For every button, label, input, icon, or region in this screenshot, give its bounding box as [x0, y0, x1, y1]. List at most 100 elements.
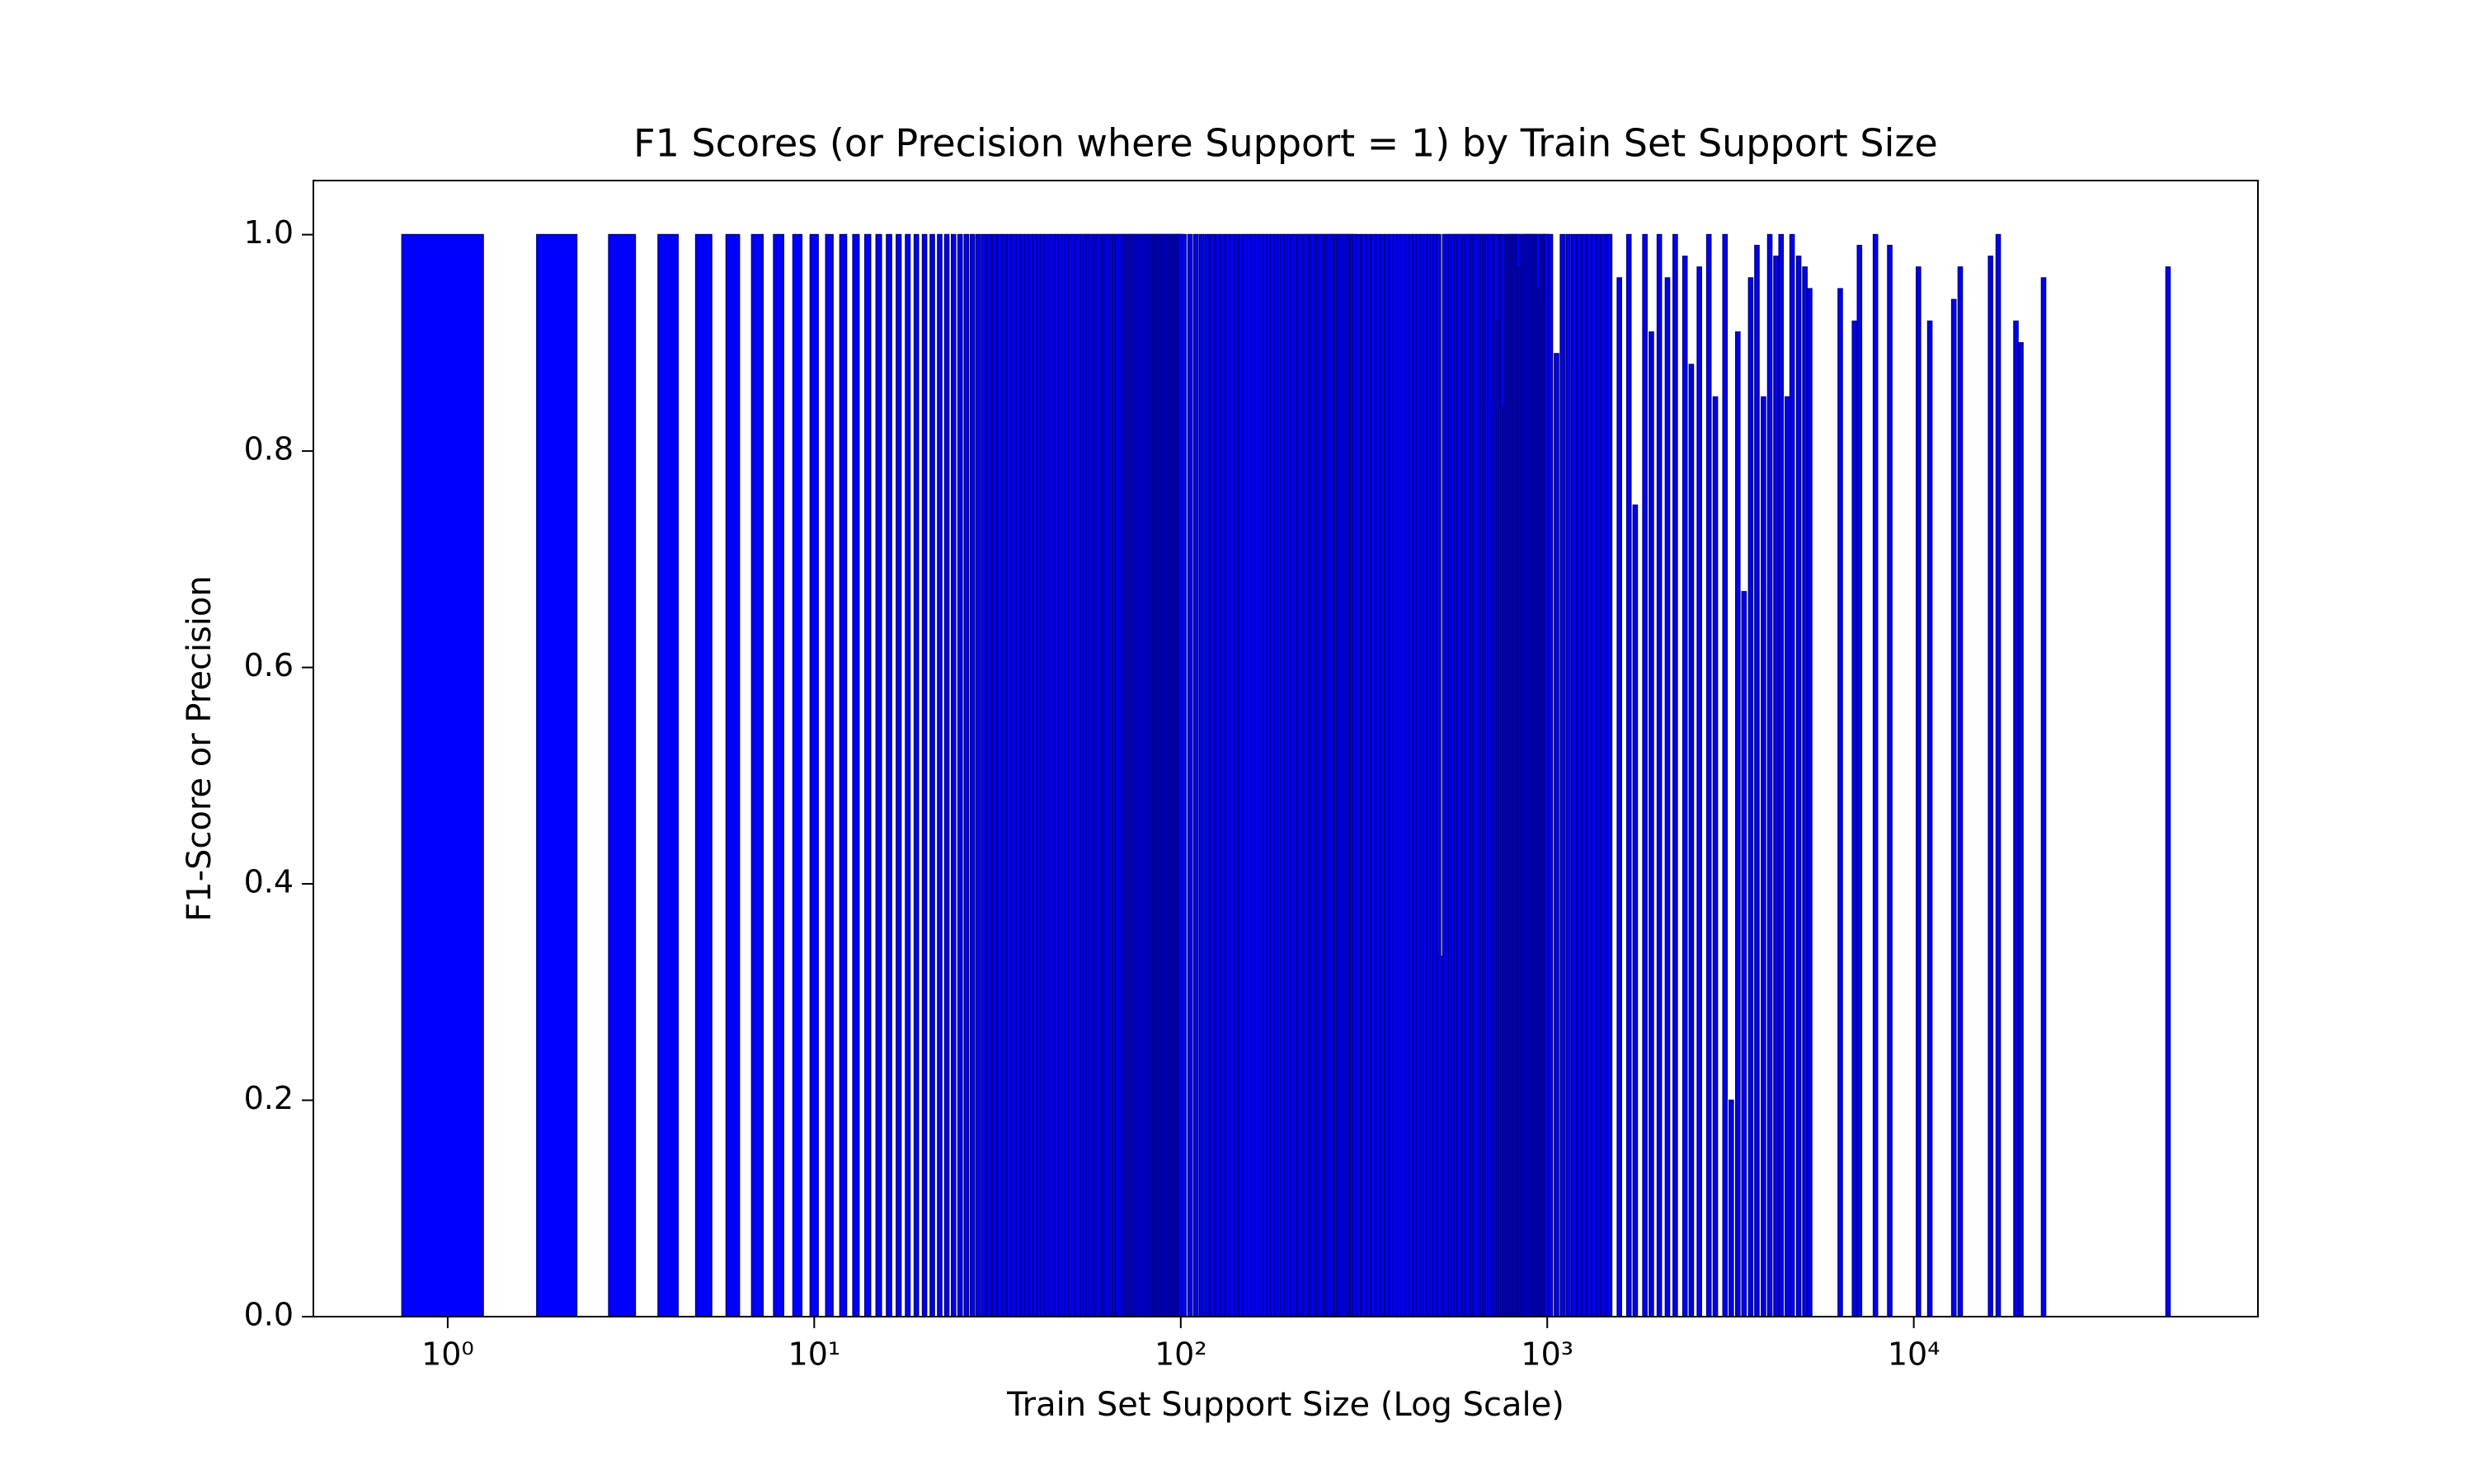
bar — [1181, 233, 1187, 1317]
bar — [1355, 233, 1362, 1317]
bar — [1837, 288, 1843, 1317]
bar — [875, 233, 882, 1317]
bar — [1987, 256, 1994, 1317]
bar — [963, 233, 970, 1317]
axes-frame — [313, 180, 2259, 1317]
bar — [1576, 233, 1582, 1317]
bar — [1019, 233, 1026, 1317]
bar — [1795, 256, 1802, 1317]
bar — [1591, 233, 1597, 1317]
bar — [1001, 233, 1008, 1317]
bar — [2013, 320, 2019, 1317]
bar — [1656, 233, 1663, 1317]
bar — [1209, 233, 1216, 1317]
bar — [1747, 277, 1754, 1317]
bar — [773, 233, 785, 1317]
bar — [1616, 277, 1622, 1317]
bar — [1851, 320, 1858, 1317]
bar — [1010, 233, 1017, 1317]
bar — [937, 233, 943, 1317]
bar — [929, 233, 935, 1317]
x-tick-label: 10⁴ — [1888, 1336, 1940, 1373]
bar — [1632, 504, 1639, 1317]
bar — [2040, 277, 2047, 1317]
bar — [1375, 233, 1381, 1317]
y-tick-label: 0.8 — [244, 431, 294, 467]
bar — [1384, 233, 1390, 1317]
bar — [1688, 364, 1695, 1317]
bar — [694, 233, 713, 1317]
bar — [1600, 233, 1606, 1317]
bar — [1887, 244, 1893, 1317]
bar — [1015, 233, 1021, 1317]
bar — [1856, 244, 1863, 1317]
x-tick-label: 10² — [1155, 1336, 1207, 1373]
x-tick-label: 10⁰ — [421, 1336, 474, 1373]
bar — [1807, 288, 1813, 1317]
y-tick-label: 0.2 — [244, 1080, 294, 1116]
bar — [750, 233, 764, 1317]
bar — [1785, 396, 1790, 1317]
bar — [996, 233, 1003, 1317]
bar — [1872, 233, 1879, 1317]
bar — [1565, 233, 1571, 1317]
bar — [986, 233, 992, 1317]
bar — [1388, 233, 1395, 1317]
bar — [1606, 233, 1613, 1317]
bar — [1712, 396, 1719, 1317]
bar — [1547, 233, 1554, 1317]
bar — [1365, 233, 1371, 1317]
bar — [809, 233, 819, 1317]
bar — [1950, 298, 1957, 1317]
bar — [1735, 331, 1741, 1317]
bar — [2018, 342, 2024, 1317]
y-tick-label: 0.4 — [244, 864, 294, 900]
bar — [1642, 233, 1648, 1317]
bar — [1570, 233, 1577, 1317]
bar — [1586, 233, 1592, 1317]
bar — [725, 233, 741, 1317]
bar — [1238, 233, 1244, 1317]
y-tick-label: 0.0 — [244, 1297, 294, 1333]
bar — [1681, 256, 1688, 1317]
y-tick-label: 1.0 — [244, 214, 294, 251]
bar — [1778, 233, 1785, 1317]
bar — [1581, 233, 1587, 1317]
bar — [1187, 233, 1193, 1317]
bar — [792, 233, 803, 1317]
bar — [1664, 277, 1671, 1317]
bar — [1006, 233, 1012, 1317]
bar — [1705, 233, 1712, 1317]
bar — [969, 233, 976, 1317]
bar — [1198, 233, 1205, 1317]
bar — [886, 233, 892, 1317]
bar — [1722, 233, 1729, 1317]
bar — [839, 233, 848, 1317]
bar — [2165, 266, 2171, 1317]
bar — [864, 233, 872, 1317]
bar — [1741, 590, 1747, 1317]
bar — [921, 233, 928, 1317]
bar — [981, 233, 987, 1317]
y-tick-label: 0.6 — [244, 647, 294, 683]
bar — [913, 233, 920, 1317]
bar — [825, 233, 834, 1317]
bar — [975, 233, 981, 1317]
bar — [608, 233, 637, 1317]
bar — [657, 233, 679, 1317]
bar — [1995, 233, 2001, 1317]
bar — [1625, 233, 1632, 1317]
bar — [1242, 233, 1249, 1317]
bar — [1192, 233, 1199, 1317]
bar — [1957, 266, 1964, 1317]
bar — [957, 233, 963, 1317]
x-tick-label: 10³ — [1521, 1336, 1573, 1373]
bar — [1729, 1099, 1734, 1317]
bar — [1802, 266, 1808, 1317]
bar — [1761, 396, 1766, 1317]
bar — [536, 233, 578, 1317]
bar — [401, 233, 484, 1317]
bar — [1649, 331, 1654, 1317]
